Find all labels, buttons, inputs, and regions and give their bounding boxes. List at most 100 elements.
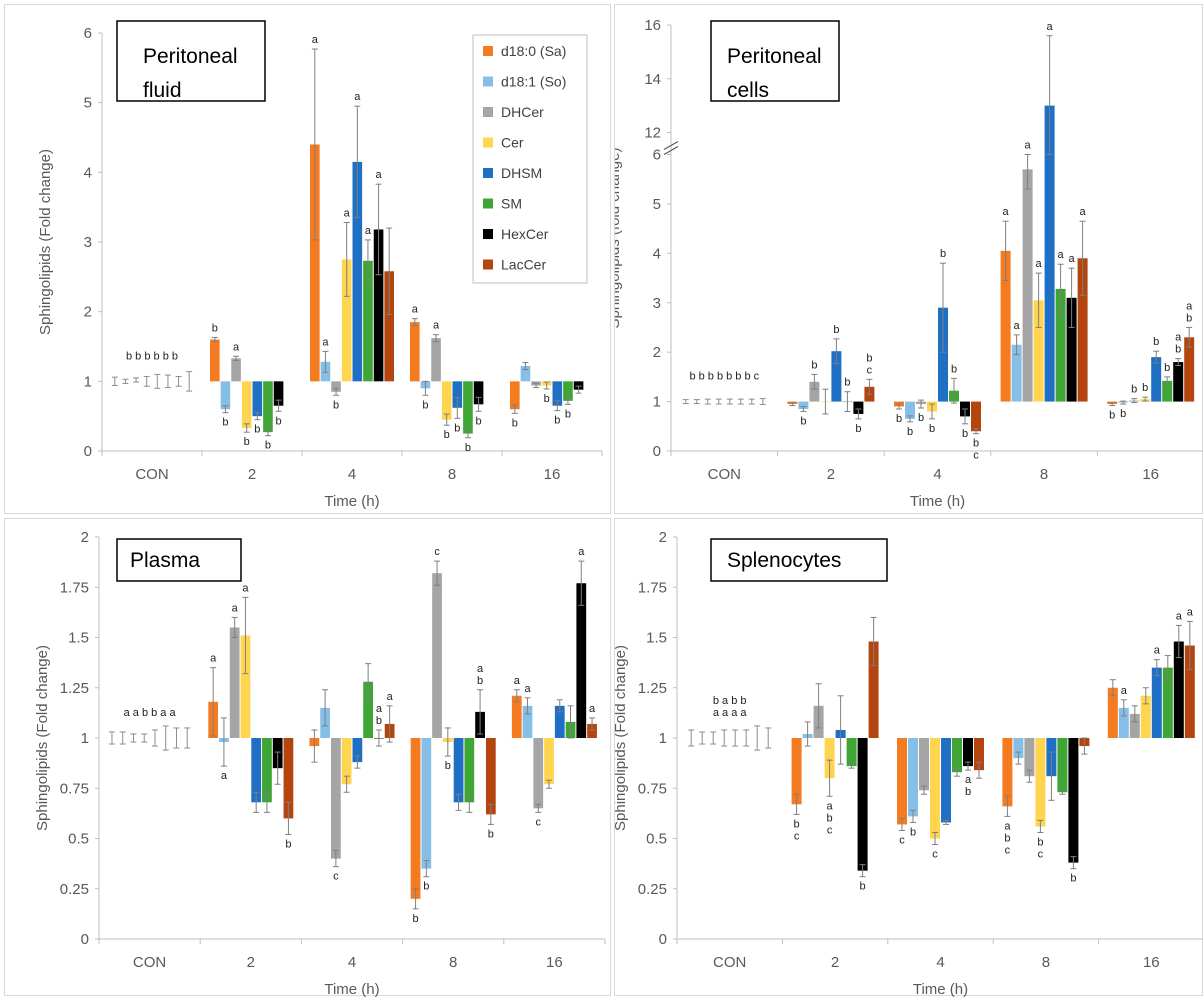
bar <box>809 381 820 402</box>
bar <box>1162 380 1173 402</box>
y-axis-title: Sphingolipids (Fold change) <box>37 149 54 335</box>
legend-swatch <box>483 46 493 56</box>
bar <box>331 381 341 392</box>
bar <box>262 738 272 803</box>
x-axis-title: Time (h) <box>913 981 968 997</box>
chart-svg: 0 0.25 0.5 0.75 1 1.25 1.5 1.75 2 CON 2 4 8 16 Time (h… <box>34 529 606 997</box>
y-tick-label: 0 <box>659 931 667 948</box>
bar <box>1129 713 1140 738</box>
significance-letter: a <box>1080 206 1087 218</box>
significance-letter: b <box>800 415 806 427</box>
legend-swatch <box>483 76 493 87</box>
x-tick-label: 2 <box>248 466 256 483</box>
significance-letter: b <box>554 415 560 427</box>
significance-letter: b <box>1186 312 1192 324</box>
chart-title: cells <box>727 79 769 102</box>
significance-letter: b <box>929 423 935 435</box>
significance-letter: b <box>465 442 471 454</box>
x-axis-title: Time (h) <box>910 493 965 510</box>
bar <box>229 627 240 738</box>
significance-letter: b <box>811 359 817 371</box>
bar <box>1055 288 1066 402</box>
bar <box>363 681 374 738</box>
bar <box>231 358 241 382</box>
legend-swatch <box>483 198 493 209</box>
significance-letter: b <box>965 786 971 798</box>
significance-letter: a <box>433 320 440 332</box>
significance-letter: b <box>1037 836 1043 848</box>
bar <box>1151 357 1162 402</box>
x-tick-label: 16 <box>546 954 563 971</box>
bar <box>520 366 531 382</box>
bar <box>533 738 544 809</box>
significance-letter: a <box>322 336 329 348</box>
significance-letter: b <box>1004 832 1010 844</box>
significance-letter: b <box>1142 382 1148 394</box>
significance-letter: b <box>444 429 450 441</box>
bar <box>1044 105 1055 402</box>
significance-letter: b <box>855 423 861 435</box>
bar <box>930 738 940 839</box>
chart-panel-peritoneal-cells: 0 1 2 3 4 5 6 12 14 16 CON 2 4 8 16 Time (h) Sphingolipi… <box>614 4 1203 514</box>
bar <box>352 738 363 763</box>
bar <box>441 381 452 420</box>
chart-svg: 0 1 2 3 4 5 6 CON 2 4 8 16 Time (h) Sphingolipids (Fo… <box>37 20 603 510</box>
significance-letter: a <box>210 653 217 665</box>
legend-swatch <box>483 229 493 239</box>
bar <box>971 401 981 432</box>
bar <box>1077 258 1088 402</box>
chart-panel-splenocytes: 0 0.25 0.5 0.75 1 1.25 1.5 1.75 2 CON 2 4 8 16 Time (h… <box>614 518 1203 997</box>
bar <box>573 381 584 390</box>
y-tick-label: 5 <box>84 95 92 112</box>
significance-letter: b <box>1109 410 1115 422</box>
significance-letter: b <box>973 438 979 450</box>
significance-letter: a <box>376 169 383 181</box>
significance-letter: b <box>896 413 902 425</box>
y-tick-label: 0.75 <box>60 780 89 797</box>
significance-letter: c <box>1038 848 1044 860</box>
y-tick-label: 2 <box>84 304 92 321</box>
significance-letter: a <box>1058 249 1065 261</box>
bar <box>1173 641 1184 738</box>
y-tick-label: 3 <box>84 234 92 251</box>
bar <box>522 705 533 738</box>
x-tick-label: 8 <box>1042 954 1050 971</box>
significance-letter: b <box>422 399 428 411</box>
significance-letter: b a b b <box>713 695 747 707</box>
significance-letter: a <box>1176 610 1183 622</box>
axis-break-marker <box>663 140 679 156</box>
bar <box>1118 707 1129 738</box>
y-axis-title: Sphingolipids (Fold change) <box>615 645 629 831</box>
bar <box>576 583 587 738</box>
significance-letter: b <box>333 399 339 411</box>
significance-letter: b <box>1164 362 1170 374</box>
y-tick-label: 1.75 <box>60 579 89 596</box>
x-tick-label: 2 <box>827 466 835 483</box>
y-axis-title: Sphingolipids (Fold change) <box>34 645 51 831</box>
x-tick-label: 2 <box>831 954 839 971</box>
bar <box>1000 250 1011 402</box>
significance-letter: c <box>899 834 905 846</box>
chart-title-box <box>116 538 242 582</box>
x-tick-label: 16 <box>544 466 561 483</box>
bar <box>431 338 441 382</box>
significance-letter: b <box>413 913 419 925</box>
bar <box>464 738 475 803</box>
significance-letter: a <box>1047 21 1054 33</box>
y-tick-label: 2 <box>81 529 89 546</box>
significance-letter: c <box>973 450 979 462</box>
y-tick-label: 1 <box>653 394 661 411</box>
x-tick-label: 16 <box>1143 954 1160 971</box>
significance-letter: a <box>242 582 249 594</box>
x-tick-label: CON <box>135 466 168 483</box>
significance-letter: b <box>488 828 494 840</box>
significance-letter: b <box>794 818 800 830</box>
bar <box>410 738 421 899</box>
bar <box>831 351 842 402</box>
significance-letter: b <box>918 412 924 424</box>
significance-letter: b <box>285 838 291 850</box>
significance-letter: b <box>244 436 250 448</box>
chart-title: Peritoneal <box>143 45 238 68</box>
bar <box>511 695 522 738</box>
significance-letter: a <box>827 800 834 812</box>
